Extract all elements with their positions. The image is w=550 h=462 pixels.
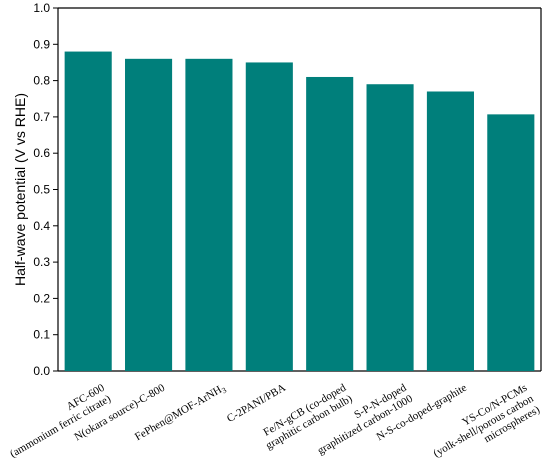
y-tick-label: 0.2: [33, 291, 50, 305]
bar-8: [487, 114, 535, 371]
y-tick-label: 0.5: [33, 183, 50, 197]
y-tick-label: 0.7: [33, 110, 50, 124]
bar-7: [426, 91, 474, 372]
bar-3: [185, 58, 233, 371]
x-axis-tick-labels: AFC-600(ammonium ferric citrate)N(okara …: [8, 382, 542, 461]
bar-5: [306, 76, 354, 371]
y-tick-label: 0.6: [33, 146, 50, 160]
label-subscript: 3: [220, 386, 228, 396]
y-tick-label: 0.3: [33, 255, 50, 269]
y-tick-label: 0.0: [33, 364, 50, 378]
bar-1: [64, 51, 112, 372]
bar-2: [125, 58, 173, 371]
y-tick-label: 0.8: [33, 74, 50, 88]
y-tick-label: 0.4: [33, 219, 50, 233]
y-tick-label: 1.0: [33, 1, 50, 15]
bars: [64, 51, 535, 372]
y-axis-title: Half-wave potential (V vs RHE): [12, 93, 28, 286]
axes: 0.0 0.1 0.2 0.3 0.4 0.5 0.6 0.7 0.8 0.9 1.0: [33, 1, 542, 378]
bar-4: [245, 62, 293, 371]
bar-6: [366, 84, 414, 371]
y-tick-label: 0.9: [33, 37, 50, 51]
y-tick-label: 0.1: [33, 328, 50, 342]
